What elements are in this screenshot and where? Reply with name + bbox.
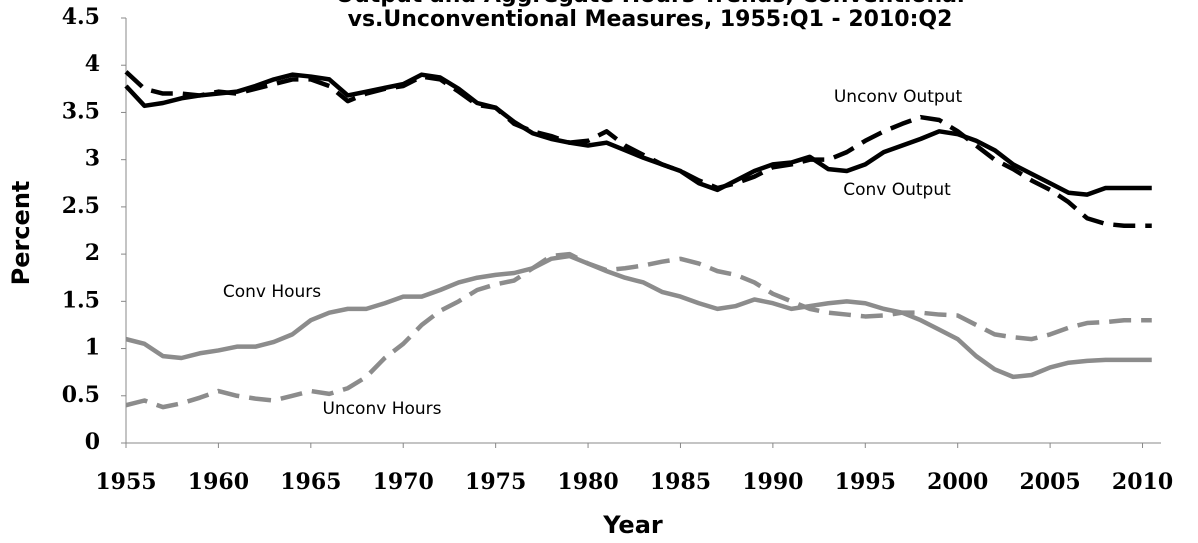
series-label: Conv Output — [843, 180, 951, 200]
chart-title: vs.Unconventional Measures, 1955:Q1 - 20… — [348, 7, 953, 32]
series-label: Conv Hours — [223, 282, 321, 302]
x-tick-label: 1975 — [465, 469, 526, 495]
x-tick-label: 1965 — [280, 469, 341, 495]
y-tick-label: 4.5 — [62, 4, 100, 30]
x-tick-label: 2010 — [1112, 469, 1173, 495]
y-tick-label: 0.5 — [62, 382, 100, 408]
chart-title: Output and Aggregate Hours Trends, Conve… — [335, 0, 964, 8]
x-tick-label: 1955 — [95, 469, 156, 495]
y-tick-label: 3 — [85, 146, 100, 172]
x-tick-label: 1960 — [188, 469, 249, 495]
series-label: Unconv Hours — [322, 399, 441, 419]
series-line — [125, 253, 1152, 380]
series-line — [124, 70, 1152, 229]
y-axis-label: Percent — [7, 181, 35, 286]
y-tick-label: 3.5 — [62, 98, 100, 124]
series-line — [124, 72, 1152, 197]
x-axis-label: Year — [602, 511, 663, 539]
x-tick-label: 1990 — [742, 469, 803, 495]
y-tick-label: 4 — [85, 51, 100, 77]
x-tick-label: 1985 — [650, 469, 711, 495]
y-tick-label: 2.5 — [62, 193, 100, 219]
y-tick-label: 0 — [85, 429, 100, 455]
y-tick-label: 1 — [85, 335, 100, 361]
x-tick-label: 1995 — [835, 469, 896, 495]
series-line — [125, 251, 1152, 410]
x-tick-label: 2005 — [1019, 469, 1080, 495]
y-tick-label: 2 — [85, 240, 100, 266]
x-tick-label: 1980 — [557, 469, 618, 495]
series-label: Unconv Output — [834, 87, 963, 107]
x-tick-label: 1970 — [373, 469, 434, 495]
x-tick-label: 2000 — [927, 469, 988, 495]
y-tick-label: 1.5 — [62, 287, 100, 313]
